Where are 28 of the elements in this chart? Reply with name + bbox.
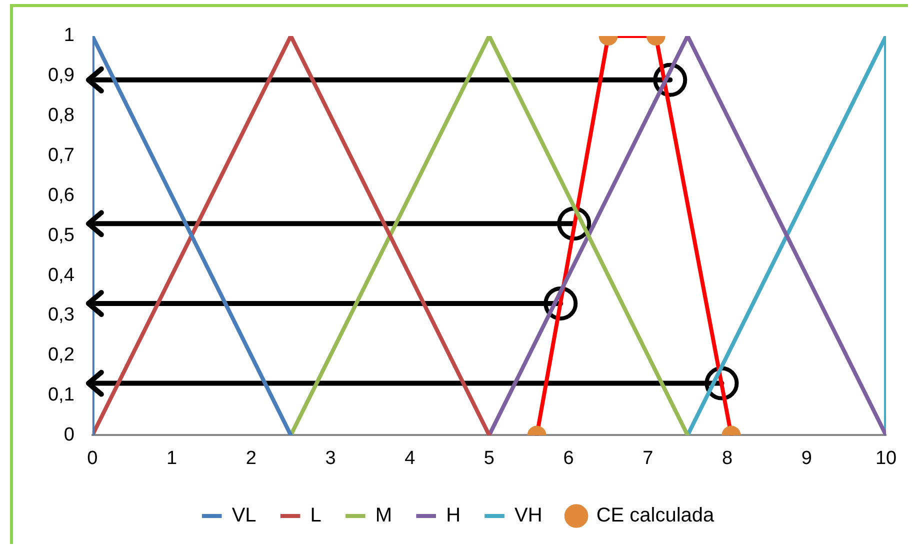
y-tick-label: 0 <box>64 424 74 446</box>
x-tick-label: 3 <box>325 448 336 469</box>
y-tick-label: 0,4 <box>48 264 75 286</box>
x-tick-label: 9 <box>801 448 812 469</box>
legend-label: M <box>375 504 392 527</box>
legend-label: VL <box>232 504 256 527</box>
legend-label: H <box>446 504 461 527</box>
x-tick-label: 2 <box>246 448 256 469</box>
y-tick-label: 1 <box>64 25 74 46</box>
legend-label: VH <box>514 504 542 527</box>
legend-label: L <box>310 504 322 527</box>
y-tick-label: 0,9 <box>48 65 74 86</box>
x-tick-label: 8 <box>722 448 733 469</box>
y-tick-label: 0,8 <box>48 105 74 126</box>
y-tick-label: 0,7 <box>48 144 74 166</box>
y-tick-label: 0,5 <box>48 224 74 246</box>
x-tick-label: 4 <box>404 448 416 469</box>
x-tick-label: 1 <box>166 448 178 469</box>
x-tick-label: 10 <box>875 448 897 469</box>
x-tick-label: 5 <box>484 448 494 469</box>
legend-label: CE calculada <box>596 504 716 527</box>
y-tick-label: 0,3 <box>48 304 74 326</box>
x-tick-label: 7 <box>642 448 654 469</box>
y-tick-label: 0,1 <box>48 384 74 406</box>
x-tick-label: 0 <box>87 448 98 469</box>
y-tick-label: 0,6 <box>48 184 74 206</box>
x-tick-label: 6 <box>563 448 574 469</box>
y-tick-label: 0,2 <box>48 344 74 366</box>
